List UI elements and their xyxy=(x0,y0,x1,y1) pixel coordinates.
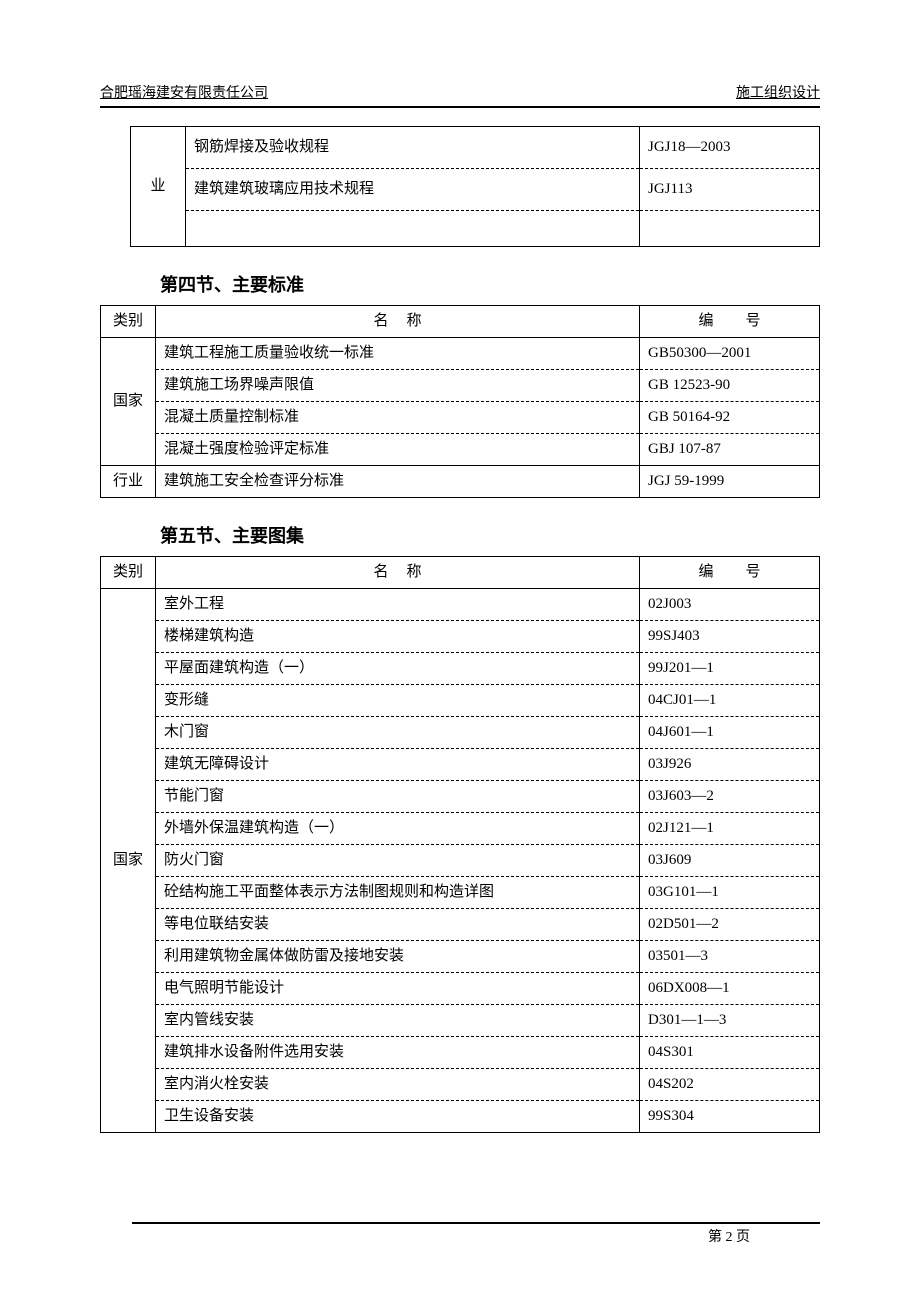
section5-title: 第五节、主要图集 xyxy=(160,522,820,548)
section4-title: 第四节、主要标准 xyxy=(160,271,820,297)
row-code: 03501—3 xyxy=(640,941,820,973)
s4-g1-category: 行业 xyxy=(101,466,156,498)
row-name: 建筑建筑玻璃应用技术规程 xyxy=(186,169,640,211)
top-table: 业 钢筋焊接及验收规程 JGJ18—2003 建筑建筑玻璃应用技术规程 JGJ1… xyxy=(130,126,820,247)
row-name: 木门窗 xyxy=(156,717,640,749)
row-name: 室内消火栓安装 xyxy=(156,1069,640,1101)
row-code: 06DX008—1 xyxy=(640,973,820,1005)
row-code: 99SJ403 xyxy=(640,621,820,653)
row-name: 等电位联结安装 xyxy=(156,909,640,941)
row-name: 卫生设备安装 xyxy=(156,1101,640,1133)
col-category: 类别 xyxy=(101,306,156,338)
row-name: 防火门窗 xyxy=(156,845,640,877)
row-code: 04S202 xyxy=(640,1069,820,1101)
page-header: 合肥瑶海建安有限责任公司 施工组织设计 xyxy=(100,82,820,102)
row-code: GB50300—2001 xyxy=(640,338,820,370)
row-name: 室内管线安装 xyxy=(156,1005,640,1037)
row-code: GBJ 107-87 xyxy=(640,434,820,466)
row-code: 03J603—2 xyxy=(640,781,820,813)
row-name: 建筑施工安全检查评分标准 xyxy=(156,466,640,498)
row-name: 变形缝 xyxy=(156,685,640,717)
row-name: 平屋面建筑构造（一） xyxy=(156,653,640,685)
row-code: 02J003 xyxy=(640,589,820,621)
row-name: 外墙外保温建筑构造（一） xyxy=(156,813,640,845)
header-divider xyxy=(100,106,820,108)
top-category: 业 xyxy=(131,127,186,247)
section4-table: 类别 名称 编号 国家 建筑工程施工质量验收统一标准 GB50300—2001 … xyxy=(100,305,820,498)
row-name: 钢筋焊接及验收规程 xyxy=(186,127,640,169)
col-code: 编号 xyxy=(640,306,820,338)
row-name: 砼结构施工平面整体表示方法制图规则和构造详图 xyxy=(156,877,640,909)
col-code: 编号 xyxy=(640,557,820,589)
row-code: GB 50164-92 xyxy=(640,402,820,434)
row-name: 建筑无障碍设计 xyxy=(156,749,640,781)
row-code: JGJ 59-1999 xyxy=(640,466,820,498)
row-code: GB 12523-90 xyxy=(640,370,820,402)
row-code: JGJ113 xyxy=(640,169,820,211)
row-code: 99S304 xyxy=(640,1101,820,1133)
doc-type: 施工组织设计 xyxy=(736,82,820,102)
s5-g0-category: 国家 xyxy=(101,589,156,1133)
row-name: 电气照明节能设计 xyxy=(156,973,640,1005)
row-code: 99J201—1 xyxy=(640,653,820,685)
s4-g0-category: 国家 xyxy=(101,338,156,466)
row-code: 04S301 xyxy=(640,1037,820,1069)
row-name: 楼梯建筑构造 xyxy=(156,621,640,653)
row-name: 节能门窗 xyxy=(156,781,640,813)
col-name: 名称 xyxy=(156,306,640,338)
col-category: 类别 xyxy=(101,557,156,589)
row-name: 建筑排水设备附件选用安装 xyxy=(156,1037,640,1069)
row-name: 混凝土质量控制标准 xyxy=(156,402,640,434)
row-name: 建筑施工场界噪声限值 xyxy=(156,370,640,402)
section5-table: 类别 名称 编号 国家 室外工程 02J003 楼梯建筑构造99SJ403 平屋… xyxy=(100,556,820,1133)
row-code: 04J601—1 xyxy=(640,717,820,749)
footer-divider xyxy=(132,1222,820,1224)
row-code xyxy=(640,211,820,247)
company-name: 合肥瑶海建安有限责任公司 xyxy=(100,82,268,102)
row-code: 02D501—2 xyxy=(640,909,820,941)
row-code: 03G101—1 xyxy=(640,877,820,909)
row-code: 03J609 xyxy=(640,845,820,877)
row-name: 利用建筑物金属体做防雷及接地安装 xyxy=(156,941,640,973)
row-name xyxy=(186,211,640,247)
row-code: 04CJ01—1 xyxy=(640,685,820,717)
col-name: 名称 xyxy=(156,557,640,589)
row-code: 02J121—1 xyxy=(640,813,820,845)
page-number: 第 2 页 xyxy=(708,1226,750,1246)
row-code: D301—1—3 xyxy=(640,1005,820,1037)
row-code: JGJ18—2003 xyxy=(640,127,820,169)
row-code: 03J926 xyxy=(640,749,820,781)
row-name: 混凝土强度检验评定标准 xyxy=(156,434,640,466)
row-name: 室外工程 xyxy=(156,589,640,621)
row-name: 建筑工程施工质量验收统一标准 xyxy=(156,338,640,370)
